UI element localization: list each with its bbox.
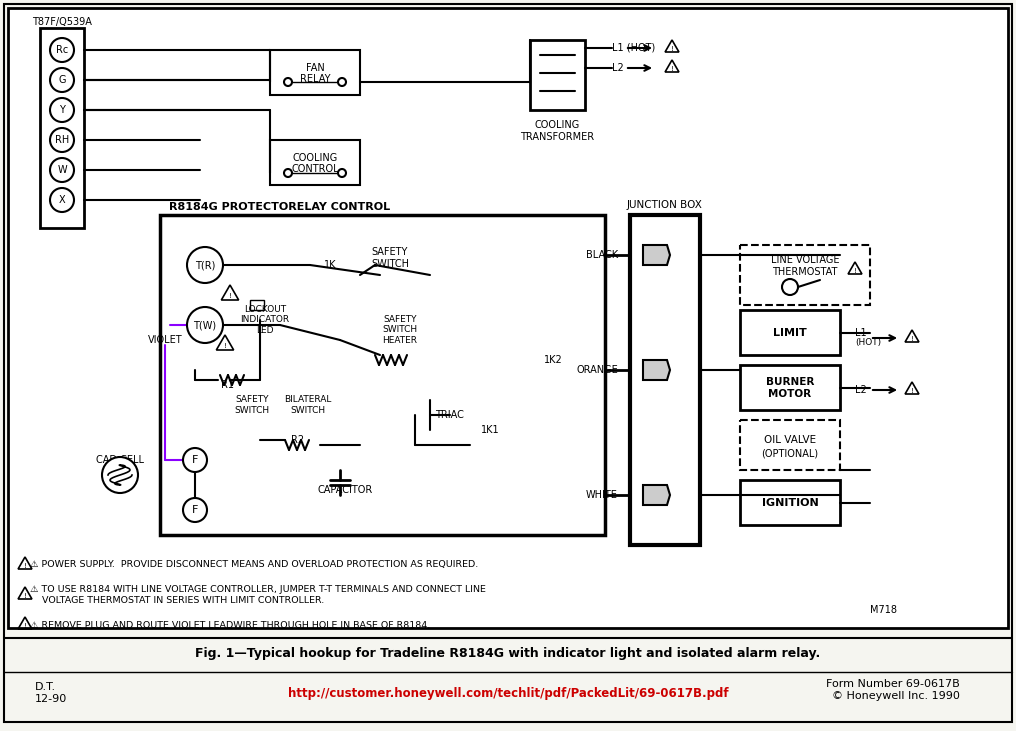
Text: !: ! [224,343,227,349]
Text: T(R): T(R) [195,260,215,270]
Circle shape [187,247,223,283]
Bar [740,310,840,355]
Circle shape [50,38,74,62]
Circle shape [782,279,798,295]
Text: THERMOSTAT: THERMOSTAT [772,267,837,277]
Bar [740,420,840,470]
Text: L1: L1 [855,328,867,338]
Text: SAFETY
SWITCH: SAFETY SWITCH [371,247,409,269]
Text: ORANGE: ORANGE [576,365,618,375]
Text: CONTROL: CONTROL [292,164,338,174]
Text: ⚠ REMOVE PLUG AND ROUTE VIOLET LEADWIRE THROUGH HOLE IN BASE OF R8184.: ⚠ REMOVE PLUG AND ROUTE VIOLET LEADWIRE … [30,621,430,629]
Circle shape [284,169,292,177]
Text: !: ! [23,623,26,629]
Text: !: ! [853,268,856,274]
Text: LINE VOLTAGE: LINE VOLTAGE [771,255,839,265]
Circle shape [183,448,207,472]
Text: FAN: FAN [306,63,324,73]
Circle shape [183,498,207,522]
Circle shape [50,98,74,122]
Circle shape [338,78,346,86]
Text: (HOT): (HOT) [855,338,881,347]
Text: http://customer.honeywell.com/techlit/pdf/PackedLit/69-0617B.pdf: http://customer.honeywell.com/techlit/pd… [288,686,728,700]
Text: R8184G PROTECTORELAY CONTROL: R8184G PROTECTORELAY CONTROL [170,202,390,212]
Text: CAD CELL: CAD CELL [96,455,144,465]
Text: D.T.
12-90: D.T. 12-90 [35,682,67,704]
Text: L2: L2 [612,63,624,73]
Text: RH: RH [55,135,69,145]
Circle shape [50,68,74,92]
Text: RELAY: RELAY [300,74,330,84]
Text: X: X [59,195,65,205]
Text: COOLING: COOLING [534,120,579,130]
Text: TRIAC: TRIAC [435,410,464,420]
Text: R1: R1 [221,380,235,390]
Bar [40,28,84,228]
Bar [160,215,605,535]
Bar [270,50,360,95]
Text: 1K: 1K [324,260,336,270]
Polygon shape [643,360,670,380]
Polygon shape [415,400,430,430]
Text: !: ! [23,563,26,569]
Bar [270,140,360,185]
Text: F: F [192,455,198,465]
Text: Form Number 69-0617B
© Honeywell Inc. 1990: Form Number 69-0617B © Honeywell Inc. 19… [826,679,960,701]
Text: BURNER
MOTOR: BURNER MOTOR [766,377,814,399]
Text: IGNITION: IGNITION [762,498,818,508]
Text: F: F [192,505,198,515]
Text: Y: Y [59,105,65,115]
Polygon shape [643,245,670,265]
Circle shape [284,78,292,86]
Text: Fig. 1—Typical hookup for Tradeline R8184G with indicator light and isolated ala: Fig. 1—Typical hookup for Tradeline R818… [195,646,821,659]
Text: CAPACITOR: CAPACITOR [317,485,373,495]
Bar [630,215,700,545]
Text: JUNCTION BOX: JUNCTION BOX [627,200,703,210]
Text: TRANSFORMER: TRANSFORMER [520,132,594,142]
Text: W: W [57,165,67,175]
Text: (OPTIONAL): (OPTIONAL) [761,448,819,458]
Text: G: G [58,75,66,85]
Text: !: ! [671,46,674,52]
Bar [740,480,840,525]
Text: L1 (HOT): L1 (HOT) [612,43,655,53]
Bar [740,245,870,305]
Text: !: ! [671,66,674,72]
Text: L2: L2 [855,385,867,395]
Text: 1K2: 1K2 [544,355,563,365]
Circle shape [102,457,138,493]
Bar [530,40,585,110]
Text: Rc: Rc [56,45,68,55]
Text: COOLING: COOLING [293,153,337,163]
Text: 1K1: 1K1 [481,425,499,435]
Text: OIL VALVE: OIL VALVE [764,435,816,445]
Text: !: ! [910,336,913,342]
Text: SAFETY
SWITCH: SAFETY SWITCH [235,395,269,414]
Bar [8,8,1008,628]
Polygon shape [643,485,670,505]
Text: T87F/Q539A: T87F/Q539A [33,17,91,27]
Text: ⚠ TO USE R8184 WITH LINE VOLTAGE CONTROLLER, JUMPER T-T TERMINALS AND CONNECT LI: ⚠ TO USE R8184 WITH LINE VOLTAGE CONTROL… [30,586,486,605]
Text: !: ! [910,388,913,394]
Circle shape [50,128,74,152]
Text: LIMIT: LIMIT [773,328,807,338]
Text: M718: M718 [870,605,897,615]
Text: VIOLET: VIOLET [147,335,182,345]
Text: ⚠ POWER SUPPLY.  PROVIDE DISCONNECT MEANS AND OVERLOAD PROTECTION AS REQUIRED.: ⚠ POWER SUPPLY. PROVIDE DISCONNECT MEANS… [30,561,479,569]
Text: !: ! [23,593,26,599]
Text: LOCKOUT
INDICATOR
LED: LOCKOUT INDICATOR LED [241,305,290,335]
Text: SAFETY
SWITCH
HEATER: SAFETY SWITCH HEATER [382,315,418,345]
Text: !: ! [229,293,232,299]
Circle shape [338,169,346,177]
Text: T(W): T(W) [193,320,216,330]
Circle shape [50,188,74,212]
Circle shape [187,307,223,343]
Circle shape [50,158,74,182]
Text: BILATERAL
SWITCH: BILATERAL SWITCH [284,395,331,414]
Text: WHITE: WHITE [586,490,618,500]
Text: BLACK: BLACK [586,250,618,260]
Bar [250,300,264,310]
Text: R2: R2 [292,435,305,445]
Bar [740,365,840,410]
